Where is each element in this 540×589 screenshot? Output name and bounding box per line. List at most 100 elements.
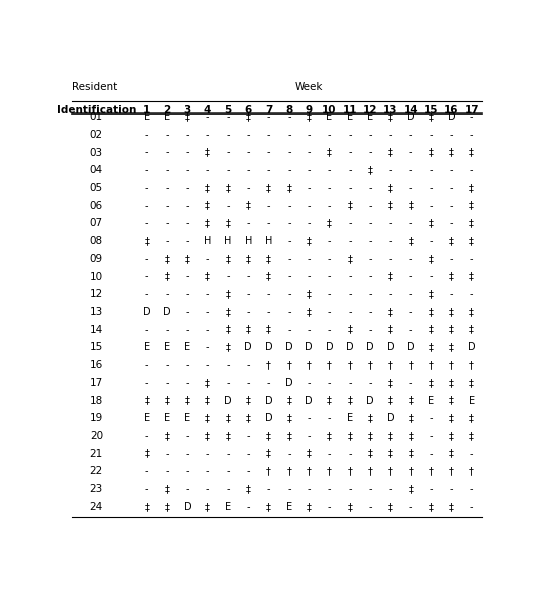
Text: 21: 21 (90, 449, 103, 459)
Text: -: - (206, 289, 210, 299)
Text: 13: 13 (383, 105, 397, 115)
Text: -: - (348, 272, 352, 282)
Text: -: - (429, 130, 433, 140)
Text: ‡: ‡ (144, 395, 149, 405)
Text: ‡: ‡ (205, 413, 210, 423)
Text: -: - (348, 130, 352, 140)
Text: -: - (145, 254, 148, 264)
Text: -: - (328, 325, 331, 335)
Text: -: - (307, 413, 311, 423)
Text: -: - (206, 254, 210, 264)
Text: †: † (307, 466, 312, 477)
Text: -: - (165, 183, 169, 193)
Text: -: - (307, 219, 311, 229)
Text: -: - (186, 166, 189, 176)
Text: †: † (347, 360, 352, 370)
Text: ‡: ‡ (408, 395, 413, 405)
Text: -: - (267, 307, 271, 317)
Text: 20: 20 (90, 431, 103, 441)
Text: 11: 11 (342, 105, 357, 115)
Text: -: - (165, 130, 169, 140)
Text: D: D (285, 378, 293, 388)
Text: ‡: ‡ (226, 325, 231, 335)
Text: -: - (307, 378, 311, 388)
Text: ‡: ‡ (165, 484, 170, 494)
Text: -: - (409, 147, 413, 157)
Text: -: - (246, 289, 250, 299)
Text: -: - (145, 289, 148, 299)
Text: ‡: ‡ (388, 449, 393, 459)
Text: 19: 19 (90, 413, 103, 423)
Text: -: - (429, 272, 433, 282)
Text: ‡: ‡ (347, 431, 352, 441)
Text: -: - (429, 431, 433, 441)
Text: -: - (186, 219, 189, 229)
Text: †: † (449, 466, 454, 477)
Text: -: - (145, 325, 148, 335)
Text: D: D (387, 413, 394, 423)
Text: -: - (348, 307, 352, 317)
Text: -: - (429, 449, 433, 459)
Text: Resident: Resident (72, 82, 117, 92)
Text: †: † (429, 360, 434, 370)
Text: E: E (327, 112, 333, 122)
Text: -: - (328, 130, 331, 140)
Text: -: - (429, 413, 433, 423)
Text: ‡: ‡ (307, 307, 312, 317)
Text: ‡: ‡ (327, 431, 332, 441)
Text: -: - (348, 236, 352, 246)
Text: †: † (327, 466, 332, 477)
Text: -: - (287, 307, 291, 317)
Text: -: - (287, 147, 291, 157)
Text: ‡: ‡ (388, 431, 393, 441)
Text: -: - (165, 289, 169, 299)
Text: -: - (450, 289, 453, 299)
Text: -: - (226, 484, 230, 494)
Text: H: H (265, 236, 272, 246)
Text: D: D (326, 342, 333, 352)
Text: -: - (409, 254, 413, 264)
Text: -: - (307, 183, 311, 193)
Text: ‡: ‡ (307, 502, 312, 512)
Text: -: - (186, 201, 189, 211)
Text: -: - (145, 360, 148, 370)
Text: -: - (186, 289, 189, 299)
Text: †: † (266, 360, 271, 370)
Text: -: - (368, 325, 372, 335)
Text: -: - (389, 484, 392, 494)
Text: -: - (450, 183, 453, 193)
Text: -: - (409, 183, 413, 193)
Text: ‡: ‡ (226, 289, 231, 299)
Text: -: - (287, 289, 291, 299)
Text: ‡: ‡ (226, 183, 231, 193)
Text: ‡: ‡ (408, 413, 413, 423)
Text: 03: 03 (90, 147, 103, 157)
Text: ‡: ‡ (347, 502, 352, 512)
Text: D: D (224, 395, 232, 405)
Text: D: D (285, 342, 293, 352)
Text: ‡: ‡ (429, 307, 434, 317)
Text: -: - (145, 130, 148, 140)
Text: Identification: Identification (57, 105, 136, 115)
Text: -: - (145, 378, 148, 388)
Text: 15: 15 (90, 342, 103, 352)
Text: ‡: ‡ (205, 219, 210, 229)
Text: -: - (389, 219, 392, 229)
Text: -: - (328, 307, 331, 317)
Text: ‡: ‡ (449, 431, 454, 441)
Text: -: - (165, 236, 169, 246)
Text: -: - (328, 449, 331, 459)
Text: -: - (186, 130, 189, 140)
Text: -: - (145, 466, 148, 477)
Text: ‡: ‡ (469, 147, 474, 157)
Text: ‡: ‡ (429, 342, 434, 352)
Text: ‡: ‡ (246, 413, 251, 423)
Text: -: - (186, 466, 189, 477)
Text: 17: 17 (464, 105, 479, 115)
Text: †: † (368, 466, 373, 477)
Text: -: - (246, 219, 250, 229)
Text: -: - (186, 431, 189, 441)
Text: ‡: ‡ (388, 201, 393, 211)
Text: ‡: ‡ (286, 413, 291, 423)
Text: -: - (246, 307, 250, 317)
